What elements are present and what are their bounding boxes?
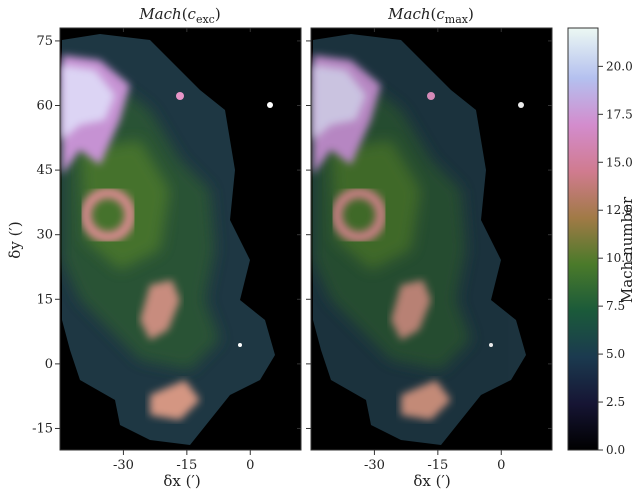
colorbar (567, 27, 599, 451)
x-tick-label: -30 (364, 458, 385, 473)
y-tick-label: 30 (36, 228, 53, 243)
right-panel-title: Mach(cmax) (387, 5, 474, 26)
colorbar-tick-label: 0.0 (606, 443, 625, 457)
x-axis-label-left: δx (′) (163, 472, 200, 490)
y-tick-label: 15 (36, 292, 53, 307)
x-tick-label: -15 (176, 458, 197, 473)
y-tick-label: 75 (36, 34, 53, 49)
y-axis: -15 0 15 30 45 60 75 (32, 34, 552, 436)
colorbar-label: Mach number (618, 196, 636, 303)
colorbar-tick-label: 17.5 (606, 107, 633, 121)
left-panel-title: Mach(cexc) (138, 5, 220, 26)
x-axis-left: -30 -15 0 (113, 28, 254, 473)
colorbar-tick-label: 12.5 (606, 203, 633, 217)
colorbar-tick-label: 10.0 (606, 251, 633, 265)
colorbar-tick-label: 7.5 (606, 299, 625, 313)
colorbar-tick-label: 15.0 (606, 155, 633, 169)
y-tick-label: 45 (36, 163, 53, 178)
y-tick-label: -15 (32, 421, 53, 436)
x-tick-label: -30 (113, 458, 134, 473)
y-tick-label: 60 (36, 99, 53, 114)
colorbar-tick-label: 5.0 (606, 347, 625, 361)
colorbar-tick-label: 2.5 (606, 395, 625, 409)
colorbar-ticks: 0.0 2.5 5.0 7.5 10.0 12.5 15.0 17.5 20.0 (598, 59, 633, 457)
x-tick-label: -15 (427, 458, 448, 473)
x-axis-right: -30 -15 0 (364, 28, 505, 473)
y-axis-label: δy (′) (6, 221, 24, 258)
y-tick-label: 0 (45, 357, 53, 372)
colorbar-tick-label: 20.0 (606, 59, 633, 73)
x-axis-label-right: δx (′) (413, 472, 450, 490)
x-tick-label: 0 (497, 458, 505, 473)
x-tick-label: 0 (246, 458, 254, 473)
